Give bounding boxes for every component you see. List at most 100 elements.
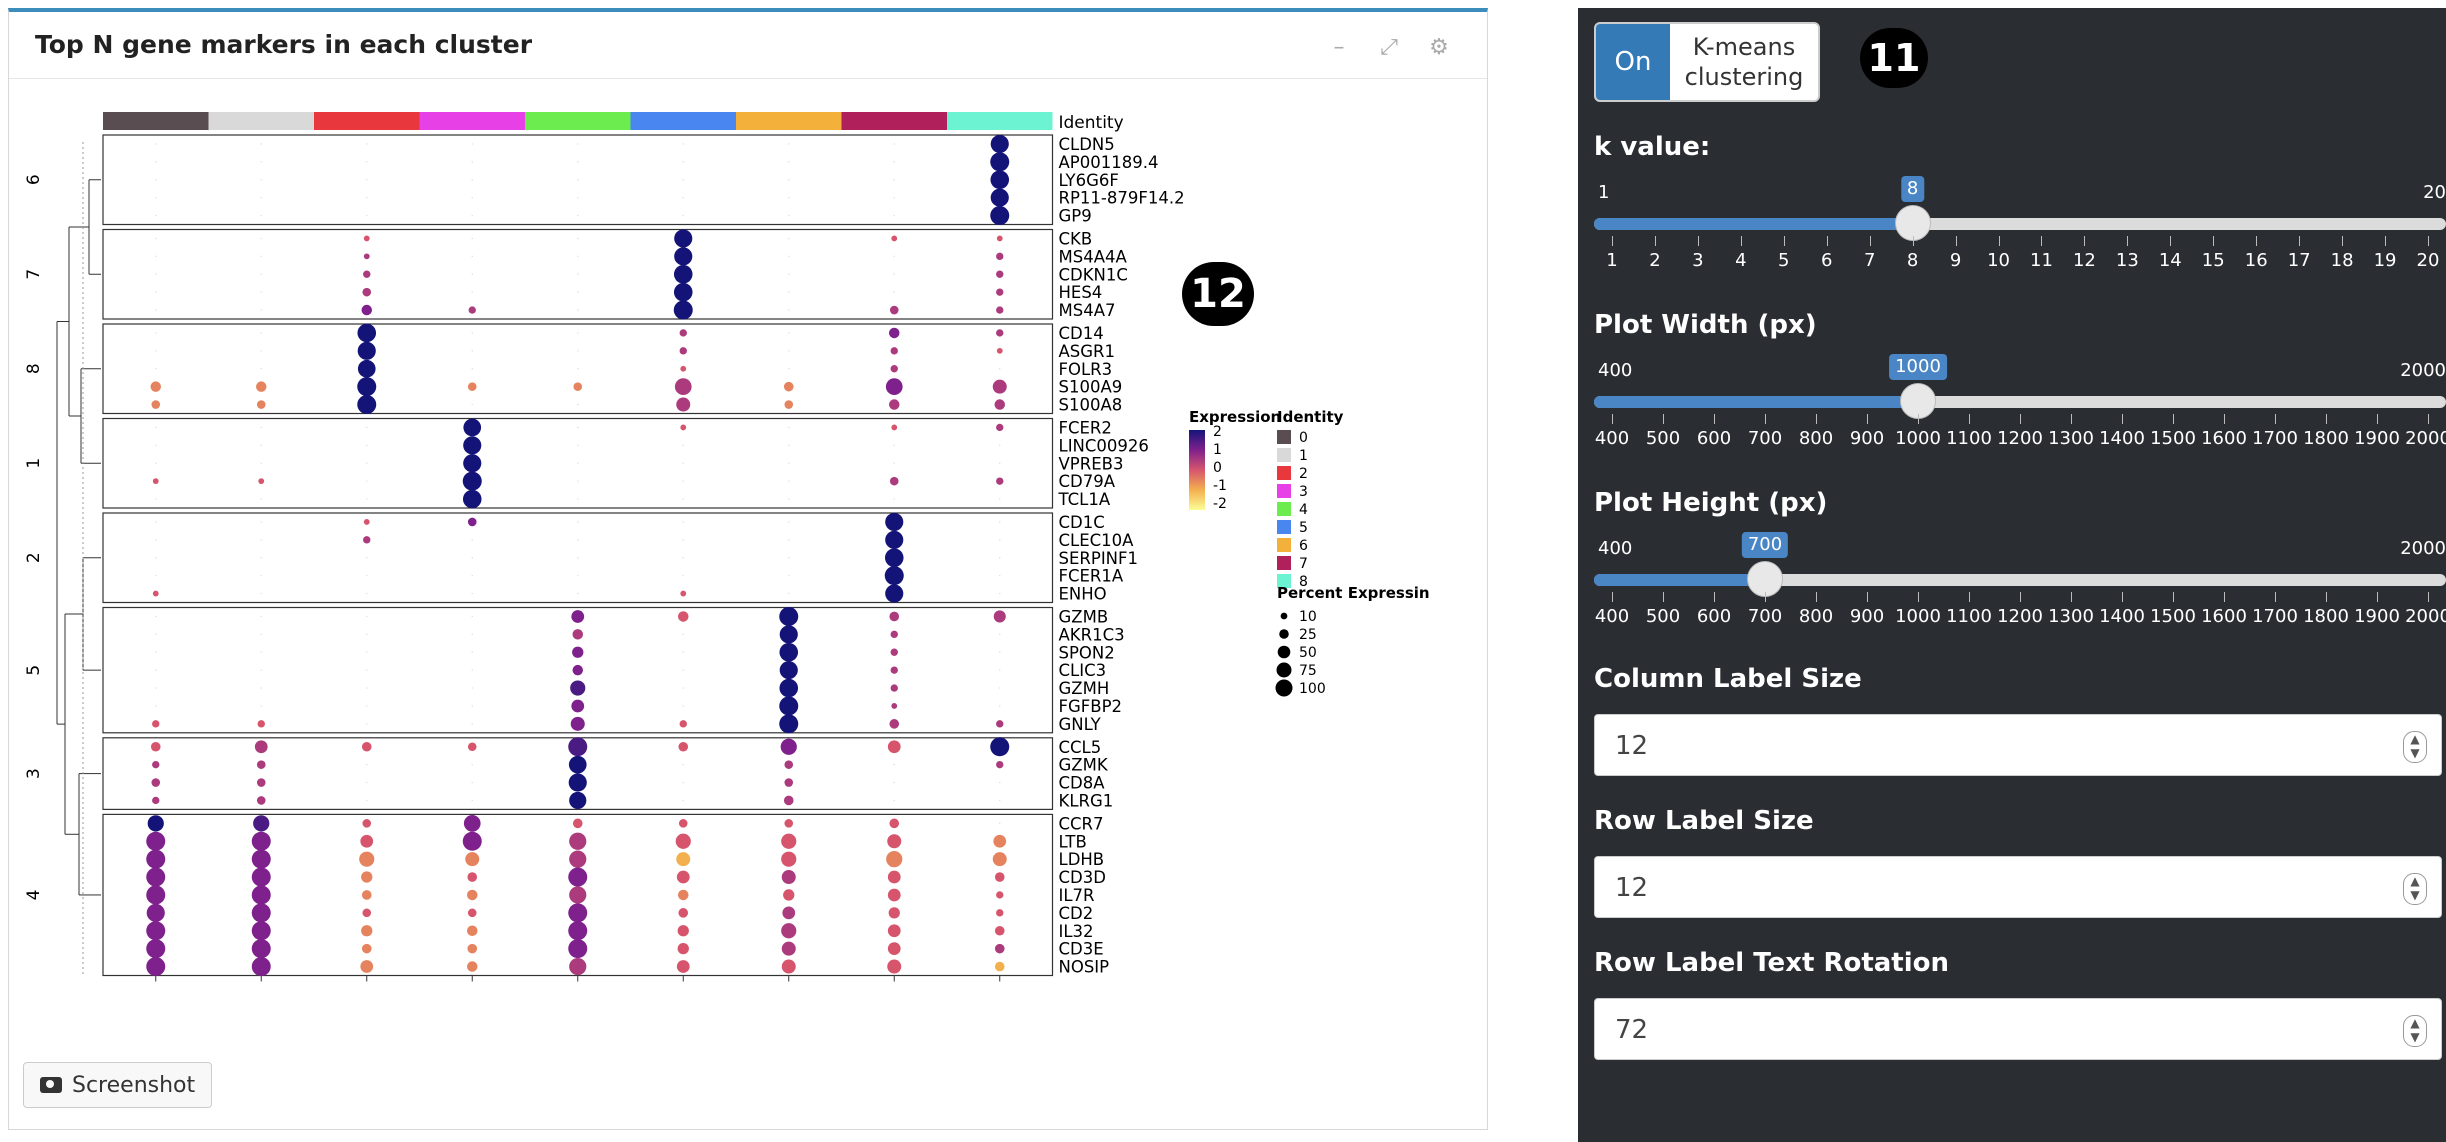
cluster-row-label: 5 [24, 665, 44, 676]
spinner-icon[interactable]: ▲ ▼ [2403, 873, 2427, 905]
slider-tick-label: 1700 [2252, 606, 2298, 627]
slider-tick [1867, 414, 1868, 424]
expression-dot [996, 306, 1004, 314]
expression-dot [994, 399, 1005, 410]
background-dot [260, 557, 262, 559]
slider-tick [1663, 592, 1664, 602]
background-dot [893, 179, 895, 181]
background-dot [366, 705, 368, 707]
column-label-size-input[interactable] [1613, 725, 2377, 767]
slider-handle[interactable] [1900, 383, 1936, 419]
background-dot [471, 781, 473, 784]
slider-tick-label: 2000 [2405, 606, 2446, 627]
background-dot [155, 179, 157, 181]
expression-dot [146, 867, 166, 887]
expression-dot [146, 957, 166, 977]
expression-dot [673, 300, 693, 320]
background-dot [471, 687, 473, 689]
expression-dot [993, 610, 1006, 623]
plot-width-slider[interactable]: 400 2000 1000 400 500 600 700 800 900 1000 1100 120… [1594, 354, 2446, 470]
background-dot [155, 539, 157, 541]
expression-dot [887, 870, 901, 884]
expression-dot [887, 959, 902, 974]
expression-dot [572, 818, 583, 829]
column-label-size-field[interactable]: ▲▼ [1594, 714, 2442, 776]
background-dot [366, 651, 368, 653]
background-dot [788, 255, 790, 258]
expression-dot [781, 851, 797, 867]
expression-dot [254, 740, 268, 754]
identity-bar-cell [947, 112, 1053, 130]
background-dot [999, 669, 1001, 671]
slider-tick-label: 1700 [2252, 428, 2298, 449]
toggle-label[interactable]: K-means clustering [1670, 24, 1818, 100]
expression-dot [147, 815, 164, 832]
expression-dot [994, 943, 1005, 954]
expression-dot [891, 703, 898, 709]
row-label-rotation-input[interactable] [1613, 1009, 2377, 1051]
background-dot [788, 444, 790, 447]
slider-tick-label: 11 [2030, 250, 2053, 271]
slider-handle[interactable] [1747, 561, 1783, 597]
background-dot [577, 350, 579, 352]
background-dot [788, 161, 790, 163]
expression-dot [570, 716, 585, 731]
plot-width-label: Plot Width (px) [1594, 310, 1817, 340]
background-dot [471, 592, 473, 595]
slider-tick [2122, 592, 2123, 602]
gears-icon[interactable]: ⚙ [1429, 35, 1449, 60]
slider-tick [1765, 414, 1766, 424]
slider-value-bubble: 1000 [1889, 354, 1947, 380]
row-label-rotation-field[interactable]: ▲▼ [1594, 998, 2442, 1060]
background-dot [682, 480, 684, 482]
background-dot [788, 368, 790, 370]
background-dot [577, 143, 579, 145]
slider-tick-label: 17 [2287, 250, 2311, 271]
slider-min-label: 400 [1598, 360, 1633, 381]
row-label-rotation-label: Row Label Text Rotation [1594, 948, 1950, 978]
expression-dot [680, 365, 687, 372]
cluster-row-label: 2 [24, 552, 44, 563]
screenshot-button[interactable]: Screenshot [23, 1062, 213, 1108]
percent-legend-dot [1280, 612, 1288, 620]
background-dot [893, 498, 895, 500]
identity-legend-label: 3 [1299, 484, 1308, 500]
k-value-slider[interactable]: 1 20 8 1 2 3 4 5 6 7 8 9 10 11 12 13 14 15 16 17 18 19 20 [1594, 176, 2446, 292]
row-label-size-field[interactable]: ▲▼ [1594, 856, 2442, 918]
background-dot [788, 309, 790, 311]
background-dot [155, 444, 157, 447]
slider-tick [2071, 414, 2072, 424]
expression-dot [363, 536, 371, 544]
slider-tick-label: 12 [2072, 250, 2096, 271]
expression-dot [467, 925, 478, 936]
background-dot [366, 426, 368, 429]
gene-row-label: CD14 [1059, 324, 1104, 343]
kmeans-toggle[interactable]: On K-means clustering [1594, 22, 1820, 102]
plot-height-slider[interactable]: 400 2000 700 400 500 600 700 800 900 1000 1100 1200… [1594, 532, 2446, 648]
spinner-icon[interactable]: ▲ ▼ [2403, 731, 2427, 763]
background-dot [999, 521, 1001, 523]
expression-dot [572, 629, 583, 640]
slider-tick-label: 9 [1949, 250, 1962, 271]
expression-dot [996, 477, 1004, 485]
slider-track[interactable] [1594, 574, 2446, 586]
slider-handle[interactable] [1894, 205, 1931, 241]
background-dot [155, 350, 157, 352]
slider-tick [1816, 592, 1817, 602]
minus-icon[interactable]: – [1333, 35, 1345, 60]
gene-row-label: HES4 [1059, 283, 1103, 302]
expression-dot [463, 418, 482, 437]
row-label-size-input[interactable] [1613, 867, 2377, 909]
expression-dot [360, 960, 374, 973]
expression-dot [783, 381, 794, 392]
expression-dot [146, 831, 166, 851]
expression-dot [779, 714, 799, 734]
gene-row-label: GZMB [1059, 607, 1109, 626]
panel-title: Top N gene markers in each cluster [35, 30, 533, 59]
toggle-on[interactable]: On [1596, 24, 1670, 100]
background-dot [577, 309, 579, 311]
cluster-block [102, 134, 1054, 226]
expand-icon[interactable]: ⤢ [1380, 35, 1398, 60]
background-dot [366, 633, 368, 636]
spinner-icon[interactable]: ▲ ▼ [2403, 1015, 2427, 1047]
